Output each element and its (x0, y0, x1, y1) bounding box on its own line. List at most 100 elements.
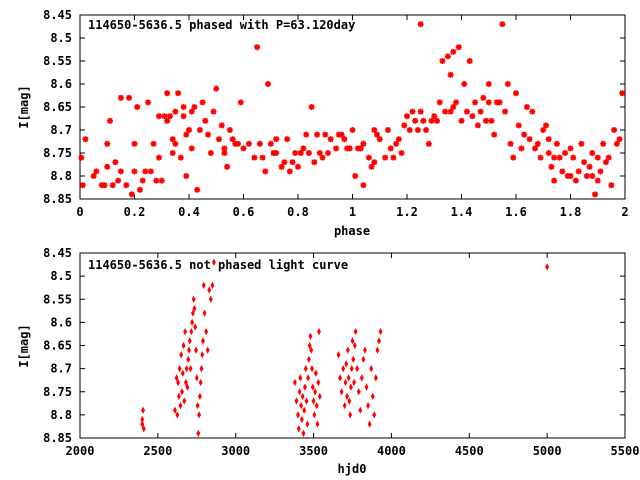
data-point (183, 327, 188, 336)
data-point (532, 145, 539, 152)
data-point (199, 99, 206, 106)
data-point (289, 159, 296, 166)
data-point (349, 364, 354, 373)
data-point (393, 140, 400, 147)
data-point (166, 113, 173, 120)
data-point (592, 191, 599, 198)
data-point (428, 117, 435, 124)
data-point (317, 327, 321, 336)
data-point (483, 117, 490, 124)
data-point (578, 140, 585, 147)
data-point (182, 397, 187, 405)
data-point (104, 163, 111, 170)
data-points (140, 258, 550, 438)
data-point (458, 117, 465, 124)
data-point (345, 392, 349, 401)
data-point (273, 136, 280, 143)
data-point (191, 295, 196, 303)
data-point (611, 127, 618, 133)
data-point (575, 168, 582, 175)
data-point (447, 71, 454, 78)
data-point (485, 99, 492, 106)
plot-frame (79, 14, 626, 200)
data-point (319, 154, 326, 161)
data-point (235, 140, 242, 147)
data-point (351, 355, 356, 364)
data-point (553, 140, 560, 147)
x-tick-label: 0.2 (124, 205, 146, 219)
data-point (534, 140, 541, 147)
data-point (401, 122, 408, 129)
data-point (183, 131, 190, 138)
data-point (314, 401, 319, 410)
data-point (431, 113, 438, 120)
data-point (161, 113, 168, 120)
data-point (311, 159, 318, 166)
data-point (327, 136, 334, 143)
data-point (188, 145, 195, 152)
data-point (292, 150, 299, 156)
data-point (423, 127, 430, 133)
y-tick-label: 8.65 (43, 100, 72, 114)
data-point (145, 99, 152, 106)
data-point (469, 113, 476, 120)
data-point (545, 136, 552, 143)
data-point (207, 150, 214, 156)
data-point (297, 150, 304, 156)
data-point (251, 154, 258, 161)
data-point (597, 168, 604, 175)
data-point (333, 145, 340, 152)
data-point (455, 44, 462, 51)
data-point (205, 131, 212, 138)
data-point (308, 332, 313, 340)
x-tick-label: 5000 (533, 444, 562, 458)
data-point (240, 145, 247, 152)
data-point (142, 168, 149, 175)
phased-light-curve-panel: 0 0.2 0.4 0.6 0.8 1 1.2 1.4 1.6 1.8 2 8.458.58.558… (17, 8, 629, 238)
y-tick-labels: 8.45 8.5 8.55 8.6 8.65 8.7 8.75 8.8 8.85 (43, 246, 72, 445)
data-point (466, 58, 473, 64)
plot-title: 114650-5636.5 not phased light curve (88, 258, 348, 272)
data-point (115, 177, 122, 184)
data-point (336, 351, 341, 359)
data-point (518, 145, 525, 152)
data-point (567, 173, 574, 179)
x-tick-label: 1.4 (451, 205, 473, 219)
data-point (172, 140, 179, 147)
data-point (179, 351, 184, 359)
data-point (195, 401, 200, 410)
data-point (417, 21, 424, 28)
data-point (181, 341, 186, 350)
data-point (450, 48, 457, 55)
data-point (136, 186, 143, 193)
data-point (309, 346, 314, 354)
data-point (507, 140, 514, 147)
data-point (140, 420, 145, 428)
data-point (594, 177, 601, 184)
x-tick-label: 4000 (377, 444, 406, 458)
data-point (188, 364, 193, 373)
data-point (169, 150, 176, 156)
data-point (183, 378, 188, 387)
x-tick-label: 3500 (299, 444, 328, 458)
data-point (193, 323, 198, 331)
data-point (215, 136, 222, 143)
data-point (175, 90, 182, 97)
data-point (300, 392, 305, 401)
data-point (480, 94, 487, 101)
data-point (292, 378, 297, 387)
data-point (156, 113, 163, 120)
data-point (600, 140, 607, 147)
data-point (526, 136, 533, 143)
data-point (540, 127, 547, 133)
data-point (224, 163, 231, 170)
data-point (317, 392, 322, 401)
data-point (176, 392, 181, 401)
data-point (364, 383, 369, 391)
data-point (200, 351, 205, 359)
data-point (556, 154, 563, 161)
data-point (259, 154, 266, 161)
data-point (363, 346, 367, 354)
data-point (529, 108, 536, 115)
